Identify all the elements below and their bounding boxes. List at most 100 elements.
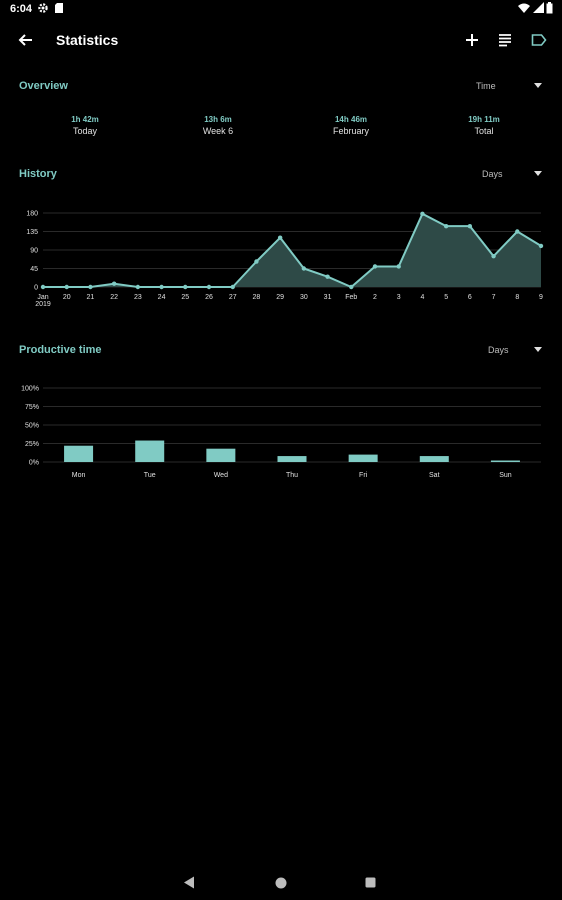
productive-x-tick: Fri xyxy=(359,472,368,479)
history-x-tick: 24 xyxy=(158,294,166,301)
history-point xyxy=(277,235,283,240)
battery-icon xyxy=(546,2,553,14)
navigation-bar xyxy=(0,862,562,900)
history-point xyxy=(40,284,46,290)
history-point xyxy=(111,281,117,286)
history-point xyxy=(230,284,235,290)
overview-month-label: February xyxy=(332,126,369,136)
overview-time-dropdown[interactable]: Time xyxy=(474,77,542,95)
productive-y-tick: 25% xyxy=(25,441,39,448)
history-area xyxy=(43,213,541,287)
productive-bar xyxy=(64,445,94,462)
history-x-tick: 31 xyxy=(324,294,332,301)
history-title: History xyxy=(19,168,57,180)
productive-bar xyxy=(419,456,449,462)
history-point xyxy=(491,253,496,259)
history-x-tick: 29 xyxy=(276,294,284,301)
history-x-tick: 7 xyxy=(492,294,496,301)
list-button[interactable] xyxy=(491,26,519,54)
dropdown-label: Time xyxy=(476,81,496,91)
history-x-tick: 2019 xyxy=(35,301,51,308)
overview-total: 19h 11m Total xyxy=(434,114,534,138)
history-x-tick: 4 xyxy=(420,294,424,301)
nav-recents-icon[interactable] xyxy=(365,877,376,888)
productive-x-tick: Tue xyxy=(144,472,156,479)
overview-week-label: Week 6 xyxy=(202,126,234,136)
productive-chart: 100% 75% 50% 25% 0% Mon Tue Wed Thu Fri Sat Sun xyxy=(21,386,541,479)
page-title: Statistics xyxy=(56,32,119,48)
history-point xyxy=(301,266,307,271)
history-x-tick: 9 xyxy=(539,294,543,301)
history-days-dropdown[interactable]: Days xyxy=(480,165,542,183)
productive-y-tick: 75% xyxy=(25,404,39,411)
overview-title: Overview xyxy=(19,80,68,92)
history-x-tick: 28 xyxy=(253,294,261,301)
history-y-tick: 90 xyxy=(30,248,38,255)
label-button[interactable] xyxy=(525,26,553,54)
productive-y-tick: 50% xyxy=(25,423,39,430)
add-icon xyxy=(466,34,478,46)
list-icon xyxy=(499,34,511,47)
history-point xyxy=(372,264,378,269)
dropdown-label: Days xyxy=(488,345,509,355)
history-x-tick: 26 xyxy=(205,294,213,301)
cell-signal-icon xyxy=(533,2,544,13)
productive-x-tick: Wed xyxy=(214,472,228,479)
history-x-tick: 8 xyxy=(515,294,519,301)
status-bar: 6:04 xyxy=(0,0,562,18)
history-point xyxy=(135,284,141,290)
overview-week: 13h 6m Week 6 xyxy=(168,114,268,138)
overview-total-label: Total xyxy=(474,126,494,136)
wifi-icon xyxy=(518,3,530,13)
productive-x-tick: Thu xyxy=(286,472,298,479)
productive-bar xyxy=(490,460,520,463)
history-x-tick: 2 xyxy=(373,294,377,301)
history-y-tick: 0 xyxy=(34,285,38,292)
history-x-tick: 3 xyxy=(397,294,401,301)
overview-month-value: 14h 46m xyxy=(334,115,368,124)
overview-month: 14h 46m February xyxy=(301,114,401,138)
sd-card-icon xyxy=(55,3,63,13)
history-point xyxy=(183,284,188,290)
history-x-tick: 25 xyxy=(181,294,189,301)
dropdown-label: Days xyxy=(482,169,503,179)
productive-bar xyxy=(277,456,307,462)
history-point xyxy=(396,264,401,269)
history-x-tick: 23 xyxy=(134,294,142,301)
overview-total-value: 19h 11m xyxy=(468,115,500,124)
add-button[interactable] xyxy=(458,26,486,54)
history-x-tick: 27 xyxy=(229,294,237,301)
history-x-tick: 6 xyxy=(468,294,472,301)
chevron-down-icon xyxy=(534,171,542,176)
productive-bar xyxy=(348,454,378,462)
history-x-tick: 5 xyxy=(444,294,448,301)
history-point xyxy=(538,243,544,249)
productive-bar xyxy=(135,440,165,462)
productive-x-tick: Sat xyxy=(429,472,440,479)
productive-y-tick: 0% xyxy=(29,460,39,467)
overview-today: 1h 42m Today xyxy=(35,114,135,138)
history-point xyxy=(515,229,520,234)
history-x-tick: Feb xyxy=(345,294,357,301)
chevron-down-icon xyxy=(534,347,542,352)
history-point xyxy=(254,259,259,264)
history-x-tick: 20 xyxy=(63,294,71,301)
history-point xyxy=(420,211,425,217)
productive-days-dropdown[interactable]: Days xyxy=(486,341,542,359)
history-x-tick: 30 xyxy=(300,294,308,301)
status-time: 6:04 xyxy=(10,3,33,15)
history-point xyxy=(64,284,69,290)
history-y-tick: 135 xyxy=(26,229,38,236)
label-icon xyxy=(531,34,547,46)
history-y-tick: 180 xyxy=(26,211,38,218)
back-button[interactable] xyxy=(11,26,39,54)
app-bar: Statistics xyxy=(0,18,562,62)
history-point xyxy=(467,223,473,229)
history-point xyxy=(88,284,93,290)
overview-today-value: 1h 42m xyxy=(71,115,99,124)
history-point xyxy=(206,284,212,290)
nav-home-icon[interactable] xyxy=(275,877,287,889)
productive-bar xyxy=(206,448,236,462)
nav-back-icon[interactable] xyxy=(183,876,195,889)
